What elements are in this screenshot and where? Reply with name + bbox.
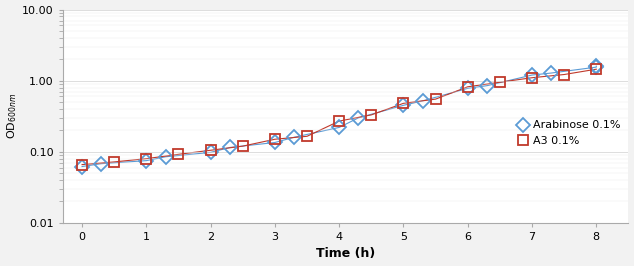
A3 0.1% xyxy=(143,157,150,160)
A3 0.1% xyxy=(207,149,214,152)
Arabinose 0.1% xyxy=(464,87,472,90)
A3 0.1% xyxy=(399,102,407,105)
Arabinose 0.1% xyxy=(78,165,86,168)
Line: Arabinose 0.1%: Arabinose 0.1% xyxy=(77,62,601,171)
Arabinose 0.1% xyxy=(335,126,343,129)
Arabinose 0.1% xyxy=(271,141,279,144)
Y-axis label: OD$_{600nm}$: OD$_{600nm}$ xyxy=(6,93,20,139)
A3 0.1% xyxy=(271,138,279,141)
Arabinose 0.1% xyxy=(399,104,407,107)
Arabinose 0.1% xyxy=(593,65,600,69)
Arabinose 0.1% xyxy=(528,73,536,77)
A3 0.1% xyxy=(464,85,472,88)
A3 0.1% xyxy=(78,163,86,166)
Legend: Arabinose 0.1%, A3 0.1%: Arabinose 0.1%, A3 0.1% xyxy=(517,120,620,146)
Line: A3 0.1%: A3 0.1% xyxy=(77,64,601,169)
A3 0.1% xyxy=(528,76,536,79)
X-axis label: Time (h): Time (h) xyxy=(316,247,375,260)
A3 0.1% xyxy=(335,119,343,123)
Arabinose 0.1% xyxy=(207,151,214,154)
Arabinose 0.1% xyxy=(143,159,150,162)
A3 0.1% xyxy=(593,68,600,71)
